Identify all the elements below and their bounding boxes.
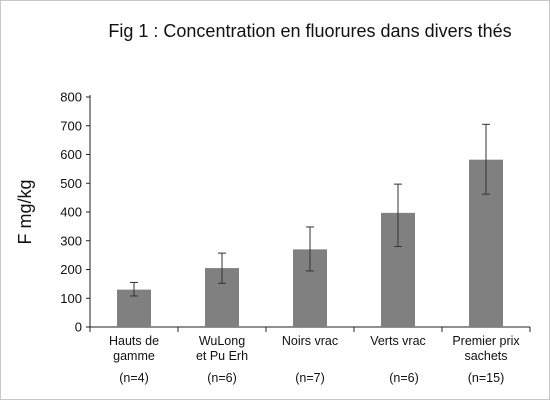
y-tick-label: 800 <box>60 90 82 105</box>
y-tick-label: 700 <box>60 118 82 133</box>
y-tick-label: 0 <box>75 320 82 335</box>
x-category-label: Noirs vrac <box>282 334 338 348</box>
chart-title: Fig 1 : Concentration en fluorures dans … <box>108 21 511 41</box>
x-category-count: (n=6) <box>207 371 237 385</box>
x-category-label: Hauts de <box>109 334 159 348</box>
x-category-count: (n=6) <box>389 371 419 385</box>
x-category-count: (n=15) <box>468 371 504 385</box>
y-tick-label: 100 <box>60 291 82 306</box>
y-tick-label: 300 <box>60 233 82 248</box>
x-category-label: Verts vrac <box>370 334 426 348</box>
x-category-label: gamme <box>113 349 155 363</box>
x-category-label: WuLong <box>199 334 245 348</box>
x-category-label: et Pu Erh <box>196 349 248 363</box>
y-tick-label: 400 <box>60 205 82 220</box>
y-tick-label: 200 <box>60 262 82 277</box>
y-tick-label: 600 <box>60 147 82 162</box>
y-tick-label: 500 <box>60 176 82 191</box>
x-category-label: sachets <box>464 349 507 363</box>
y-axis-label: F mg/kg <box>15 179 35 244</box>
x-category-label: Premier prix <box>452 334 520 348</box>
x-category-count: (n=4) <box>119 371 149 385</box>
x-category-count: (n=7) <box>295 371 325 385</box>
